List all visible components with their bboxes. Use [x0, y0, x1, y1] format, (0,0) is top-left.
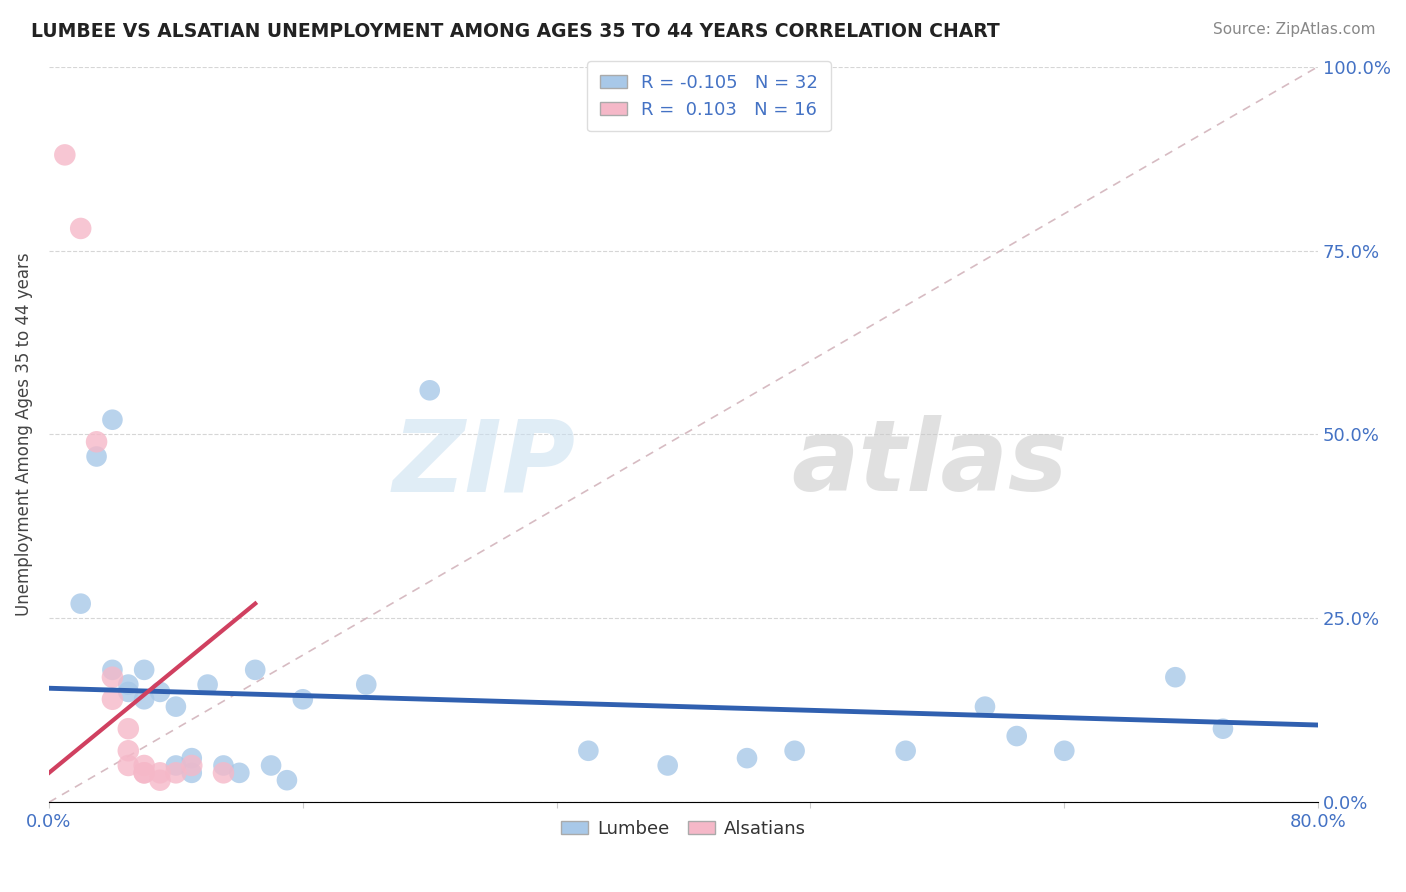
Point [86, 450, 108, 464]
Text: atlas: atlas [792, 416, 1069, 512]
Point [165, 765, 187, 780]
Point [134, 663, 156, 677]
Point [735, 751, 758, 765]
Point [134, 692, 156, 706]
Point [149, 773, 172, 788]
Point [69, 597, 91, 611]
Text: LUMBEE VS ALSATIAN UNEMPLOYMENT AMONG AGES 35 TO 44 YEARS CORRELATION CHART: LUMBEE VS ALSATIAN UNEMPLOYMENT AMONG AG… [31, 22, 1000, 41]
Point [260, 758, 283, 772]
Point [101, 663, 124, 677]
Point [1212, 722, 1234, 736]
Point [165, 699, 187, 714]
Point [228, 765, 250, 780]
Point [53, 148, 76, 162]
Point [180, 758, 202, 772]
Point [134, 765, 156, 780]
Point [783, 744, 806, 758]
Text: ZIP: ZIP [392, 416, 575, 512]
Point [165, 758, 187, 772]
Point [134, 758, 156, 772]
Point [117, 744, 139, 758]
Point [117, 677, 139, 691]
Point [291, 692, 314, 706]
Point [1005, 729, 1028, 743]
Point [69, 221, 91, 235]
Legend: Lumbee, Alsatians: Lumbee, Alsatians [554, 813, 813, 845]
Point [212, 758, 235, 772]
Point [576, 744, 599, 758]
Point [86, 434, 108, 449]
Point [356, 677, 378, 691]
Point [117, 685, 139, 699]
Point [1053, 744, 1076, 758]
Point [149, 765, 172, 780]
Point [180, 765, 202, 780]
Point [657, 758, 679, 772]
Text: Source: ZipAtlas.com: Source: ZipAtlas.com [1212, 22, 1375, 37]
Point [134, 765, 156, 780]
Point [974, 699, 997, 714]
Point [245, 663, 267, 677]
Point [212, 765, 235, 780]
Y-axis label: Unemployment Among Ages 35 to 44 years: Unemployment Among Ages 35 to 44 years [15, 252, 32, 616]
Point [419, 384, 441, 398]
Point [101, 692, 124, 706]
Point [276, 773, 298, 788]
Point [117, 758, 139, 772]
Point [180, 751, 202, 765]
Point [149, 685, 172, 699]
Point [1164, 670, 1187, 684]
Point [197, 677, 219, 691]
Point [117, 722, 139, 736]
Point [894, 744, 917, 758]
Point [101, 413, 124, 427]
Point [101, 670, 124, 684]
